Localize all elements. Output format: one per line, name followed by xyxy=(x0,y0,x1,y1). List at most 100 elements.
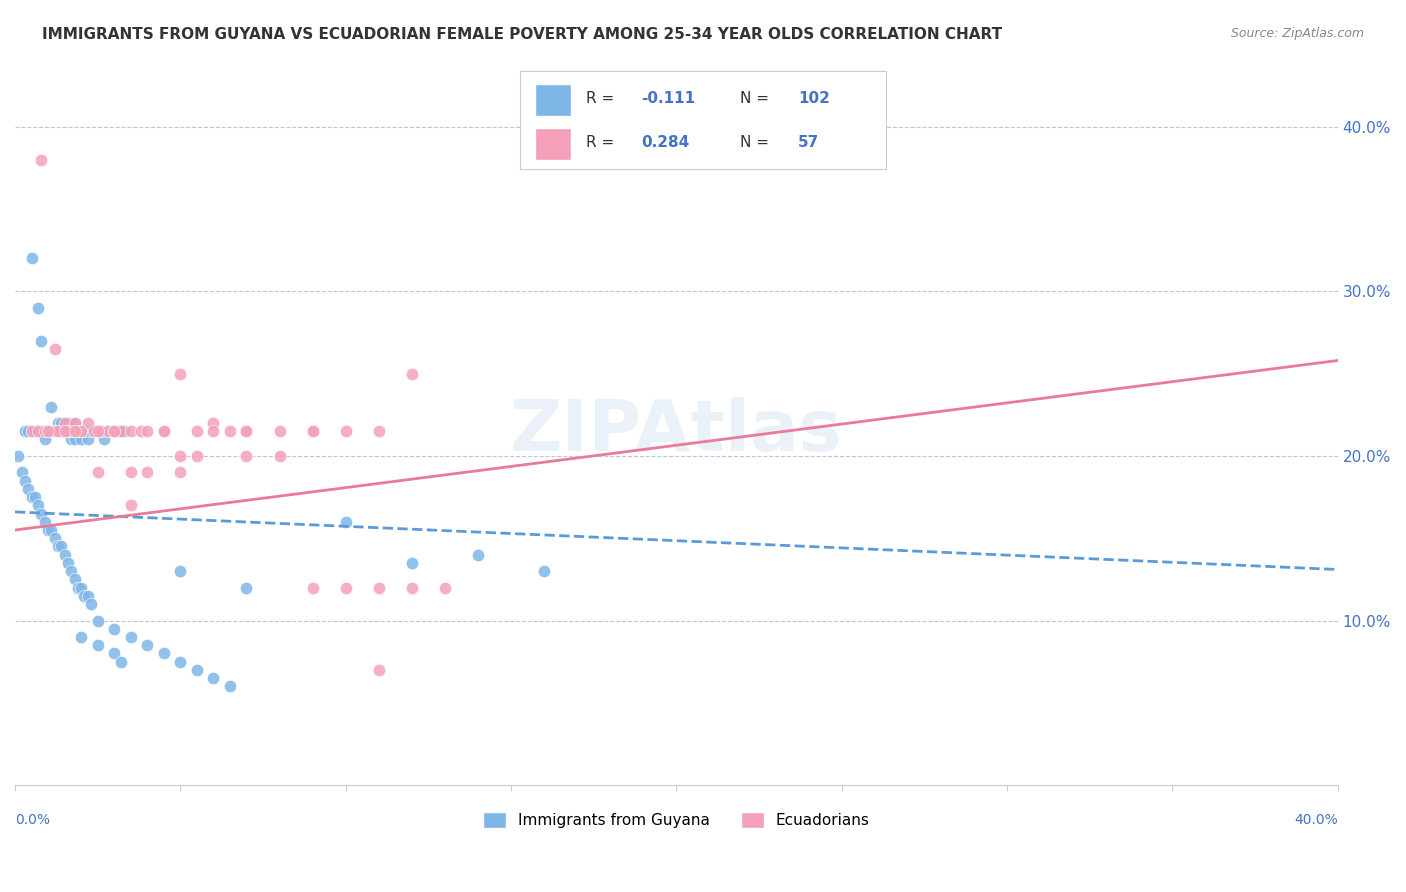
Point xyxy=(56,424,79,438)
Point xyxy=(367,663,389,677)
Point xyxy=(136,424,159,438)
Point xyxy=(63,416,86,430)
Point xyxy=(76,589,98,603)
Point xyxy=(86,424,108,438)
Point xyxy=(27,499,49,513)
Text: -0.111: -0.111 xyxy=(641,91,695,106)
Point xyxy=(66,581,89,595)
FancyBboxPatch shape xyxy=(534,128,571,160)
Point xyxy=(186,424,208,438)
Text: 0.0%: 0.0% xyxy=(15,814,51,828)
Point xyxy=(17,424,39,438)
Point xyxy=(367,424,389,438)
Point xyxy=(60,424,83,438)
Point xyxy=(97,424,120,438)
Point xyxy=(86,638,108,652)
Point xyxy=(90,424,112,438)
Point xyxy=(80,424,103,438)
Point xyxy=(51,540,73,554)
Point xyxy=(86,614,108,628)
Point xyxy=(14,474,37,488)
Point xyxy=(70,424,93,438)
Point xyxy=(107,424,129,438)
Point xyxy=(120,499,142,513)
Point xyxy=(63,424,86,438)
Point xyxy=(14,424,37,438)
Point xyxy=(66,424,89,438)
Point xyxy=(34,424,56,438)
Text: IMMIGRANTS FROM GUYANA VS ECUADORIAN FEMALE POVERTY AMONG 25-34 YEAR OLDS CORREL: IMMIGRANTS FROM GUYANA VS ECUADORIAN FEM… xyxy=(42,27,1002,42)
Point xyxy=(76,433,98,447)
Point xyxy=(103,647,125,661)
Point xyxy=(202,671,225,685)
Point xyxy=(103,424,125,438)
Point xyxy=(76,416,98,430)
Text: R =: R = xyxy=(586,136,619,151)
Point xyxy=(70,424,93,438)
Text: 102: 102 xyxy=(799,91,830,106)
Point xyxy=(235,581,257,595)
Point xyxy=(63,424,86,438)
Text: 40.0%: 40.0% xyxy=(1294,814,1337,828)
Point xyxy=(235,424,257,438)
Point xyxy=(60,433,83,447)
Point xyxy=(269,449,291,463)
Point xyxy=(186,449,208,463)
Point xyxy=(24,424,46,438)
Point xyxy=(37,424,59,438)
Point xyxy=(401,556,423,570)
Point xyxy=(63,433,86,447)
Point xyxy=(44,342,66,356)
Point xyxy=(301,581,323,595)
Point xyxy=(269,424,291,438)
Point xyxy=(20,252,42,266)
Point xyxy=(37,424,59,438)
Point xyxy=(335,424,357,438)
Point xyxy=(37,523,59,537)
Point xyxy=(34,515,56,529)
Point xyxy=(70,424,93,438)
Point xyxy=(44,424,66,438)
Point xyxy=(37,424,59,438)
Point xyxy=(219,424,242,438)
Point xyxy=(401,367,423,381)
Point xyxy=(56,416,79,430)
Point xyxy=(186,663,208,677)
Point xyxy=(152,647,174,661)
Point xyxy=(235,449,257,463)
Point xyxy=(169,449,191,463)
Point xyxy=(97,424,120,438)
Text: Source: ZipAtlas.com: Source: ZipAtlas.com xyxy=(1230,27,1364,40)
Point xyxy=(24,490,46,504)
Point xyxy=(120,466,142,480)
Point xyxy=(110,424,132,438)
Point xyxy=(70,424,93,438)
Point xyxy=(129,424,152,438)
Point xyxy=(51,416,73,430)
Point xyxy=(46,424,69,438)
Point xyxy=(367,581,389,595)
Point xyxy=(41,400,63,414)
Point xyxy=(235,424,257,438)
Point xyxy=(46,424,69,438)
Point xyxy=(34,433,56,447)
Point xyxy=(53,424,76,438)
Point xyxy=(70,581,93,595)
Point xyxy=(136,638,159,652)
Point xyxy=(202,416,225,430)
Point xyxy=(37,424,59,438)
Point xyxy=(80,424,103,438)
Point xyxy=(70,630,93,644)
Point xyxy=(53,424,76,438)
Point xyxy=(120,424,142,438)
Point xyxy=(136,466,159,480)
Point xyxy=(41,523,63,537)
Point xyxy=(30,153,52,167)
Point xyxy=(73,424,96,438)
Point xyxy=(335,515,357,529)
Point xyxy=(27,424,49,438)
Point xyxy=(152,424,174,438)
Point xyxy=(90,424,112,438)
Point xyxy=(433,581,456,595)
Point xyxy=(103,424,125,438)
